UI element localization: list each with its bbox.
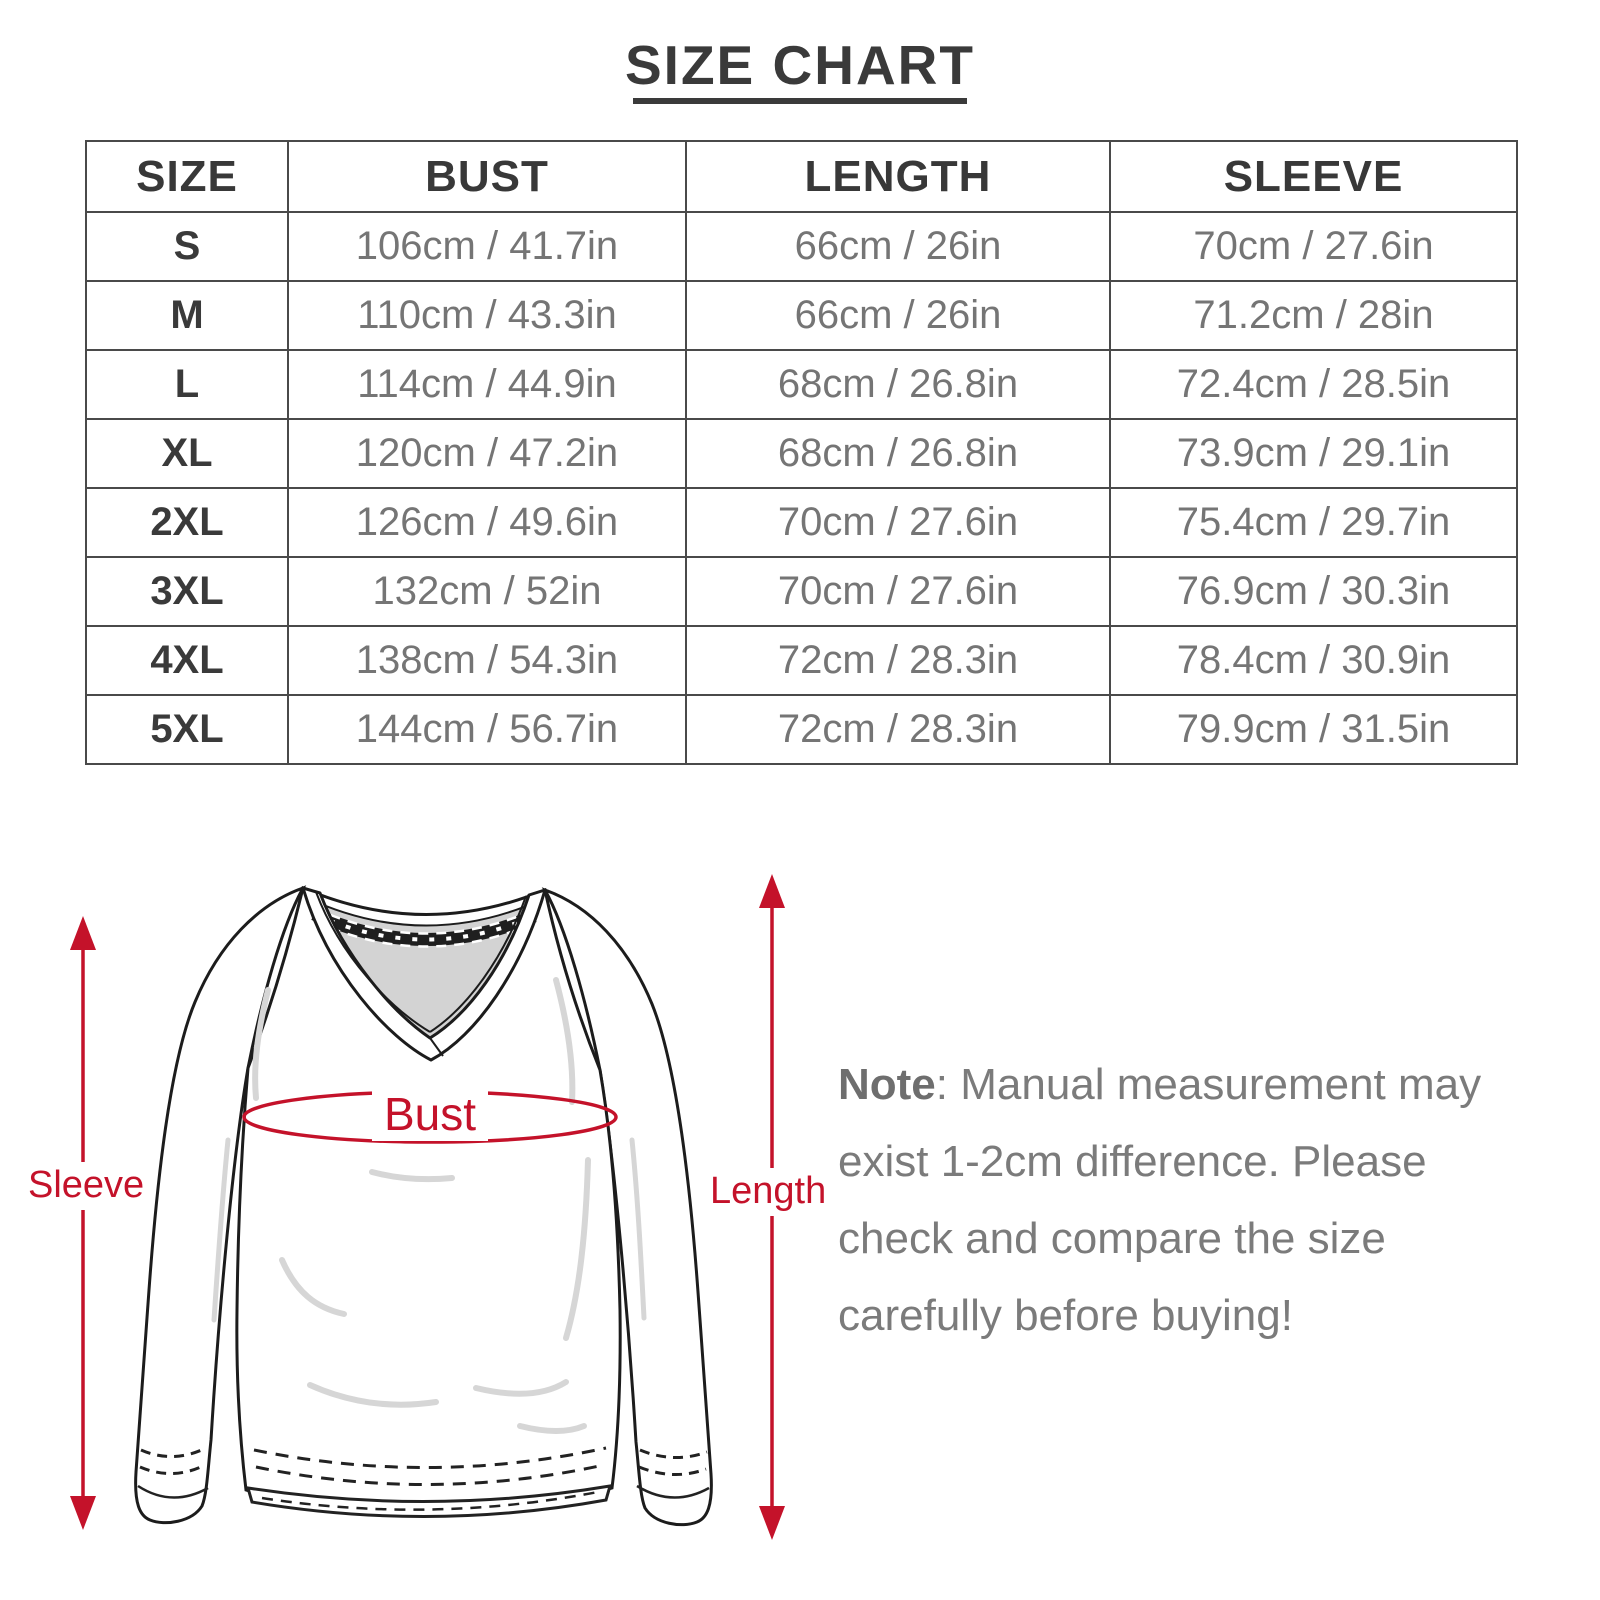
page-title: SIZE CHART <box>625 34 975 96</box>
cell-sleeve: 71.2cm / 28in <box>1109 280 1518 351</box>
table-row: 4XL 138cm / 54.3in 72cm / 28.3in 78.4cm … <box>85 625 1518 696</box>
cell-length: 68cm / 26.8in <box>685 418 1111 489</box>
cell-size: 2XL <box>85 487 289 558</box>
cell-length: 66cm / 26in <box>685 280 1111 351</box>
cell-size: L <box>85 349 289 420</box>
sleeve-label: Sleeve <box>20 1162 153 1210</box>
cell-size: M <box>85 280 289 351</box>
shirt-wrinkles <box>211 977 647 1434</box>
cell-length: 70cm / 27.6in <box>685 487 1111 558</box>
cell-sleeve: 73.9cm / 29.1in <box>1109 418 1518 489</box>
length-label: Length <box>702 1168 835 1216</box>
shirt-hem <box>245 1446 613 1519</box>
cell-size: 4XL <box>85 625 289 696</box>
cell-length: 70cm / 27.6in <box>685 556 1111 627</box>
bust-label: Bust <box>372 1088 489 1141</box>
cell-bust: 126cm / 49.6in <box>287 487 687 558</box>
table-row: M 110cm / 43.3in 66cm / 26in 71.2cm / 28… <box>85 280 1518 351</box>
cell-bust: 138cm / 54.3in <box>287 625 687 696</box>
table-header-row: SIZE BUST LENGTH SLEEVE <box>85 140 1518 213</box>
cell-length: 72cm / 28.3in <box>685 625 1111 696</box>
cell-size: 5XL <box>85 694 289 765</box>
note-text: Note: Manual measurement may exist 1-2cm… <box>838 1046 1548 1354</box>
collar-binding-line <box>306 897 542 927</box>
cell-bust: 132cm / 52in <box>287 556 687 627</box>
shirt-measurement-diagram <box>70 874 785 1540</box>
shirt-cuffs <box>137 1446 710 1499</box>
note-label: Note <box>838 1060 936 1109</box>
collar-v-band <box>301 886 547 1062</box>
title-underline <box>633 98 967 104</box>
cell-length: 66cm / 26in <box>685 211 1111 282</box>
cell-bust: 120cm / 47.2in <box>287 418 687 489</box>
cell-bust: 110cm / 43.3in <box>287 280 687 351</box>
cell-bust: 144cm / 56.7in <box>287 694 687 765</box>
collar-stitch-band <box>311 906 537 948</box>
cell-size: S <box>85 211 289 282</box>
note-line: Note: Manual measurement may <box>838 1060 1482 1109</box>
cell-size: 3XL <box>85 556 289 627</box>
table-row: 3XL 132cm / 52in 70cm / 27.6in 76.9cm / … <box>85 556 1518 627</box>
cell-length: 68cm / 26.8in <box>685 349 1111 420</box>
table-row: XL 120cm / 47.2in 68cm / 26.8in 73.9cm /… <box>85 418 1518 489</box>
cell-sleeve: 79.9cm / 31.5in <box>1109 694 1518 765</box>
table-row: L 114cm / 44.9in 68cm / 26.8in 72.4cm / … <box>85 349 1518 420</box>
size-chart-table: SIZE BUST LENGTH SLEEVE S 106cm / 41.7in… <box>85 140 1518 765</box>
table-row: 2XL 126cm / 49.6in 70cm / 27.6in 75.4cm … <box>85 487 1518 558</box>
header-bust: BUST <box>287 140 687 213</box>
cell-bust: 106cm / 41.7in <box>287 211 687 282</box>
header-sleeve: SLEEVE <box>1109 140 1518 213</box>
table-row: S 106cm / 41.7in 66cm / 26in 70cm / 27.6… <box>85 211 1518 282</box>
note-line: check and compare the size <box>838 1214 1386 1263</box>
note-line: exist 1-2cm difference. Please <box>838 1137 1427 1186</box>
collar-v-seams <box>315 891 527 1057</box>
cell-sleeve: 78.4cm / 30.9in <box>1109 625 1518 696</box>
cell-length: 72cm / 28.3in <box>685 694 1111 765</box>
header-size: SIZE <box>85 140 289 213</box>
sleeve-arrow <box>70 916 96 1530</box>
cell-sleeve: 75.4cm / 29.7in <box>1109 487 1518 558</box>
header-length: LENGTH <box>685 140 1111 213</box>
cell-size: XL <box>85 418 289 489</box>
cell-sleeve: 76.9cm / 30.3in <box>1109 556 1518 627</box>
table-row: 5XL 144cm / 56.7in 72cm / 28.3in 79.9cm … <box>85 694 1518 765</box>
shirt-left-sleeve <box>134 885 307 1525</box>
note-line: carefully before buying! <box>838 1291 1293 1340</box>
cell-bust: 114cm / 44.9in <box>287 349 687 420</box>
cell-sleeve: 72.4cm / 28.5in <box>1109 349 1518 420</box>
cell-sleeve: 70cm / 27.6in <box>1109 211 1518 282</box>
